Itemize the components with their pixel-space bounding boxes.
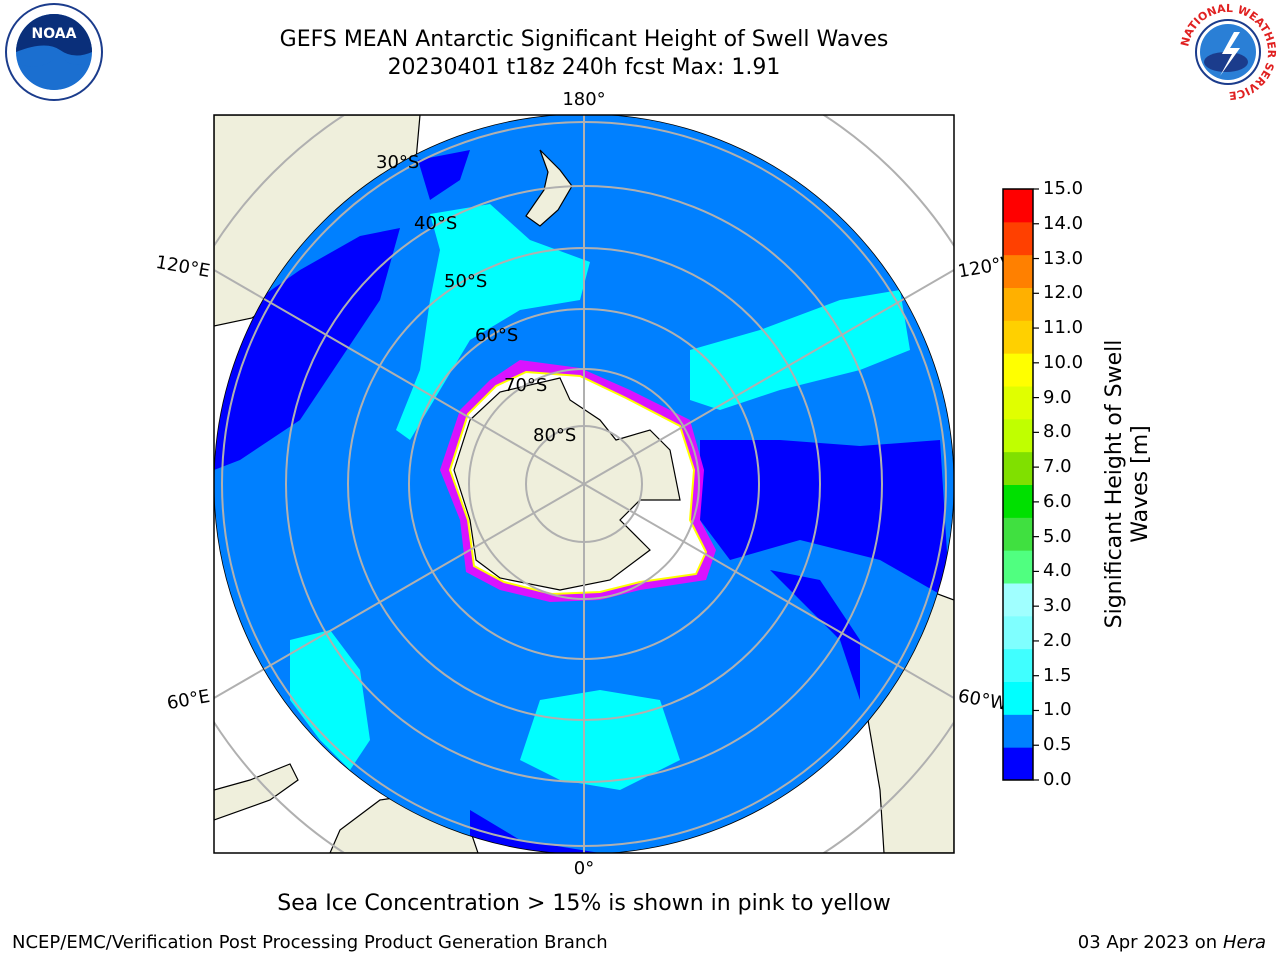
footer-date-text: 03 Apr 2023 on [1077, 932, 1223, 953]
lat-label-60s: 60°S [475, 325, 518, 346]
colorbar-segment [1003, 189, 1033, 223]
colorbar-segment [1003, 254, 1033, 288]
lon-label-0: 0° [574, 858, 594, 879]
colorbar-tick-label: 1.0 [1043, 699, 1072, 721]
lat-label-80s: 80°S [533, 425, 576, 446]
colorbar-segment [1003, 550, 1033, 584]
colorbar-segment [1003, 648, 1033, 682]
colorbar-tick-label: 15.0 [1043, 178, 1084, 199]
sea-ice-caption: Sea Ice Concentration > 15% is shown in … [277, 891, 891, 916]
colorbar-tick-label: 10.0 [1043, 351, 1084, 373]
noaa-logo: NOAA [5, 3, 103, 101]
lat-label-50s: 50°S [444, 271, 487, 292]
lon-label-180: 180° [562, 89, 605, 110]
colorbar-tick-label: 4.0 [1043, 560, 1072, 582]
footer-credit: NCEP/EMC/Verification Post Processing Pr… [12, 932, 608, 953]
colorbar-tick-label: 11.0 [1043, 317, 1084, 339]
colorbar-segment [1003, 517, 1033, 551]
colorbar-frame [1002, 188, 1034, 781]
colorbar-tick-label: 1.5 [1043, 664, 1072, 686]
swell-mid-pacific-east [690, 290, 910, 410]
colorbar-tick-label: 2.0 [1043, 629, 1072, 651]
antarctica-land [453, 377, 681, 591]
noaa-logo-text: NOAA [32, 26, 77, 42]
footer-date: 03 Apr 2023 on Hera [1078, 932, 1266, 953]
colorbar-segment [1003, 353, 1033, 387]
lat-label-40s: 40°S [414, 213, 457, 234]
madagascar-land [214, 763, 299, 821]
colorbar-segment [1003, 451, 1033, 485]
colorbar-tick-label: 0.5 [1043, 734, 1072, 756]
map-area [214, 115, 954, 853]
colorbar-tick-label: 14.0 [1043, 212, 1084, 234]
swell-low-atlantic-south [470, 810, 600, 853]
colorbar-segment [1003, 221, 1033, 256]
colorbar-tick-label: 6.0 [1043, 490, 1072, 512]
lon-label-60w: 60°W [956, 686, 1009, 715]
colorbar-segment [1003, 418, 1033, 453]
colorbar-segment [1003, 320, 1033, 354]
colorbar-segment [1003, 287, 1033, 321]
colorbar-tick-label: 7.0 [1043, 456, 1072, 478]
colorbar-tick-label: 3.0 [1043, 595, 1072, 617]
colorbar-tick-label: 9.0 [1043, 386, 1072, 408]
swell-low-tasman [418, 150, 470, 200]
swell-mid-indian [290, 630, 370, 770]
swell-low-drake [700, 440, 950, 600]
colorbar-segment [1003, 583, 1033, 617]
swell-low-indian-ocean [214, 228, 400, 470]
nws-logo: NATIONAL WEATHER SERVICE [1178, 2, 1278, 102]
map-frame [213, 114, 955, 854]
colorbar-segment [1003, 615, 1033, 650]
map-subtitle: 20230401 t18z 240h fcst Max: 1.91 [387, 55, 781, 80]
graticule [214, 115, 954, 853]
colorbar-tick-label: 8.0 [1043, 421, 1072, 443]
lat-label-30s: 30°S [376, 152, 419, 173]
colorbar-tick-label: 13.0 [1043, 247, 1084, 269]
swell-mid-pacific-west [396, 204, 590, 440]
lon-label-120e: 120°E [154, 252, 212, 282]
swell-mid-atlantic [520, 690, 680, 790]
colorbar-segment [1003, 386, 1033, 420]
colorbar-tick-label: 5.0 [1043, 525, 1072, 547]
colorbar-segment [1003, 484, 1033, 518]
colorbar-tick-label: 12.0 [1043, 282, 1084, 304]
map-title: GEFS MEAN Antarctic Significant Height o… [279, 27, 889, 52]
lon-label-60e: 60°E [165, 686, 211, 714]
footer-host: Hera [1222, 932, 1266, 953]
colorbar-tick-label: 0.0 [1043, 769, 1072, 790]
colorbar-segment [1003, 681, 1033, 715]
colorbar [1002, 188, 1039, 781]
colorbar-segment [1003, 747, 1033, 781]
colorbar-segment [1003, 714, 1033, 748]
colorbar-title: Significant Height of Swell Waves [m] [1102, 339, 1153, 629]
lat-label-70s: 70°S [504, 375, 547, 396]
